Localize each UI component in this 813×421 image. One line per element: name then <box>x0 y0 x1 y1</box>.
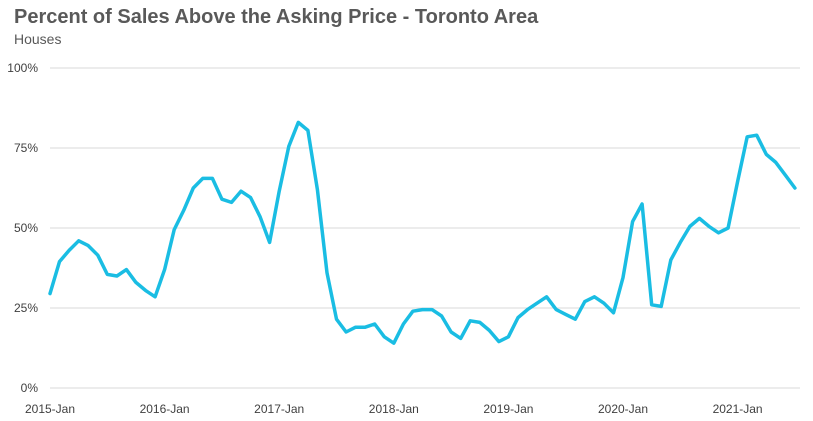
data-point <box>497 340 501 344</box>
y-tick-label: 50% <box>14 221 38 235</box>
data-point <box>545 295 549 299</box>
data-point <box>592 295 596 299</box>
data-point <box>468 319 472 323</box>
chart-subtitle: Houses <box>14 31 62 47</box>
data-point <box>669 258 673 262</box>
data-point <box>287 144 291 148</box>
data-point <box>201 176 205 180</box>
data-point <box>564 312 568 316</box>
series-layer <box>48 120 797 345</box>
data-point <box>401 322 405 326</box>
data-point <box>172 228 176 232</box>
data-point <box>554 308 558 312</box>
data-point <box>440 314 444 318</box>
data-point <box>277 189 281 193</box>
data-point <box>363 325 367 329</box>
data-point <box>659 304 663 308</box>
data-point <box>220 197 224 201</box>
data-point <box>306 128 310 132</box>
data-point <box>48 292 52 296</box>
data-point <box>631 220 635 224</box>
data-point <box>134 280 138 284</box>
data-point <box>764 152 768 156</box>
data-point <box>688 224 692 228</box>
x-tick-label: 2019-Jan <box>483 402 533 416</box>
data-point <box>153 295 157 299</box>
y-tick-label: 75% <box>14 141 38 155</box>
data-point <box>506 335 510 339</box>
data-point <box>382 335 386 339</box>
data-point <box>354 325 358 329</box>
data-point <box>411 309 415 313</box>
data-point <box>697 216 701 220</box>
data-point <box>583 300 587 304</box>
x-tick-label: 2018-Jan <box>369 402 419 416</box>
data-point <box>210 176 214 180</box>
x-tick-label: 2017-Jan <box>254 402 304 416</box>
data-point <box>344 330 348 334</box>
data-point <box>96 253 100 257</box>
data-point <box>230 200 234 204</box>
y-tick-label: 100% <box>7 61 38 75</box>
data-point <box>640 202 644 206</box>
data-point <box>745 135 749 139</box>
data-point <box>392 341 396 345</box>
data-point <box>268 240 272 244</box>
data-point <box>449 330 453 334</box>
x-tick-label: 2021-Jan <box>713 402 763 416</box>
data-point <box>678 240 682 244</box>
series-line <box>48 120 797 345</box>
y-tick-label: 25% <box>14 301 38 315</box>
chart-title: Percent of Sales Above the Asking Price … <box>14 6 539 28</box>
data-point <box>430 308 434 312</box>
y-axis-tick-labels: 0% 25% 50% 75% 100% <box>7 61 38 395</box>
data-point <box>612 311 616 315</box>
data-point <box>325 271 329 275</box>
data-point <box>717 231 721 235</box>
data-point <box>296 120 300 124</box>
data-point <box>526 308 530 312</box>
data-point <box>516 316 520 320</box>
data-point <box>621 276 625 280</box>
data-point <box>736 180 740 184</box>
data-point <box>602 301 606 305</box>
data-point <box>793 186 797 190</box>
data-point <box>239 189 243 193</box>
data-point <box>707 224 711 228</box>
data-point <box>478 320 482 324</box>
data-point <box>459 336 463 340</box>
data-point <box>124 268 128 272</box>
x-tick-label: 2015-Jan <box>25 402 75 416</box>
data-point <box>726 226 730 230</box>
data-point <box>421 308 425 312</box>
data-point <box>258 215 262 219</box>
data-point <box>182 208 186 212</box>
data-point <box>191 186 195 190</box>
data-point <box>115 274 119 278</box>
x-tick-label: 2016-Jan <box>140 402 190 416</box>
x-axis-tick-labels: 2015-Jan 2016-Jan 2017-Jan 2018-Jan 2019-Jan… <box>25 402 763 416</box>
data-point <box>573 317 577 321</box>
data-point <box>650 303 654 307</box>
y-tick-label: 0% <box>21 381 39 395</box>
data-point <box>105 272 109 276</box>
data-point <box>335 317 339 321</box>
data-point <box>373 322 377 326</box>
data-point <box>249 196 253 200</box>
data-point <box>315 188 319 192</box>
data-point <box>144 288 148 292</box>
data-point <box>77 239 81 243</box>
data-point <box>86 244 90 248</box>
data-point <box>755 133 759 137</box>
data-point <box>774 160 778 164</box>
data-point <box>487 328 491 332</box>
data-point <box>58 260 62 264</box>
data-point <box>535 301 539 305</box>
data-point <box>67 248 71 252</box>
data-point <box>783 173 787 177</box>
x-tick-label: 2020-Jan <box>598 402 648 416</box>
data-point <box>163 268 167 272</box>
